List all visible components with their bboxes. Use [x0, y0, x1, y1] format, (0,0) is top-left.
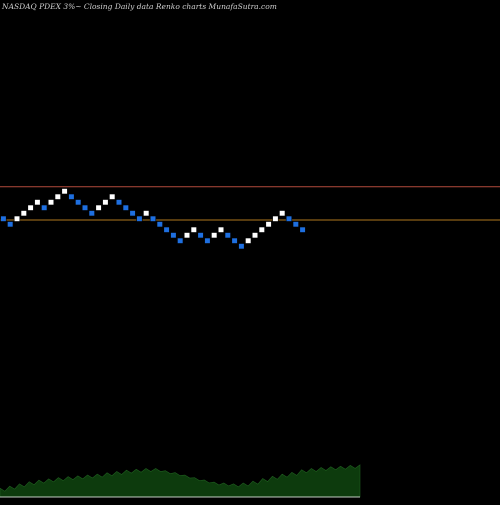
renko-brick-down — [136, 215, 143, 222]
renko-brick-up — [279, 210, 286, 217]
renko-brick-up — [20, 210, 27, 217]
renko-brick-down — [68, 193, 75, 200]
renko-bricks — [0, 186, 500, 250]
renko-brick-up — [251, 232, 259, 239]
renko-brick-up — [95, 204, 102, 211]
renko-brick-down — [156, 221, 163, 228]
renko-brick-down — [122, 204, 129, 211]
renko-brick-down — [197, 232, 204, 239]
renko-brick-down — [129, 210, 136, 217]
renko-brick-up — [27, 204, 34, 211]
renko-brick-down — [204, 237, 211, 244]
renko-brick-up — [54, 193, 61, 200]
renko-brick-down — [299, 226, 306, 233]
renko-brick-up — [245, 237, 252, 244]
renko-brick-down — [75, 199, 82, 206]
volume-area — [0, 464, 361, 498]
chart-title: NASDAQ PDEX 3%~ Closing Daily data Renko… — [1, 2, 277, 11]
renko-brick-down — [81, 204, 89, 211]
renko-brick-up — [183, 232, 191, 239]
renko-brick-down — [238, 243, 245, 250]
renko-brick-up — [211, 232, 218, 239]
renko-brick-down — [41, 204, 48, 211]
renko-brick-down — [231, 237, 238, 244]
renko-brick-up — [13, 215, 21, 222]
renko-brick-down — [170, 232, 177, 239]
renko-brick-down — [88, 210, 95, 217]
renko-brick-up — [217, 226, 225, 233]
renko-brick-down — [7, 221, 14, 228]
renko-brick-down — [149, 215, 157, 222]
renko-brick-up — [102, 199, 109, 206]
renko-brick-down — [163, 226, 170, 233]
renko-brick-down — [177, 237, 184, 244]
renko-brick-down — [115, 199, 123, 206]
renko-brick-down — [285, 215, 293, 222]
renko-brick-up — [272, 215, 279, 222]
renko-brick-down — [0, 215, 7, 222]
renko-brick-up — [34, 199, 41, 206]
renko-brick-up — [258, 226, 265, 233]
renko-brick-up — [190, 226, 197, 233]
renko-brick-up — [61, 188, 68, 195]
renko-brick-up — [143, 210, 150, 217]
renko-brick-up — [109, 193, 116, 200]
renko-brick-down — [224, 232, 231, 239]
renko-brick-up — [265, 221, 272, 228]
renko-brick-down — [292, 221, 299, 228]
volume-area-series — [0, 464, 361, 498]
renko-brick-up — [47, 199, 55, 206]
